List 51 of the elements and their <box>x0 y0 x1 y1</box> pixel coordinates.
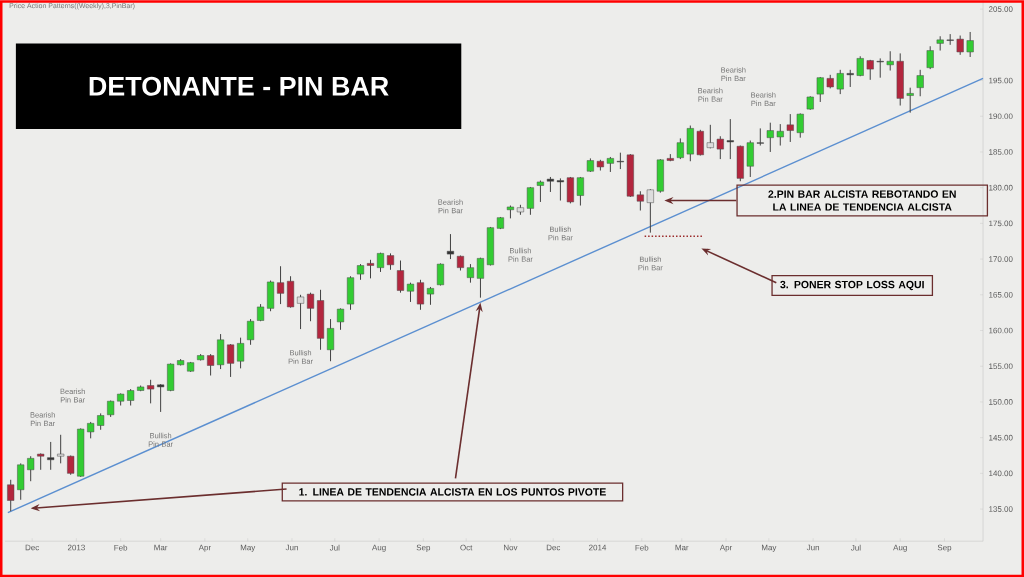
candlestick <box>67 454 75 476</box>
candlestick <box>466 263 474 284</box>
candlestick <box>646 188 654 234</box>
candlestick <box>906 87 914 114</box>
candlestick <box>336 307 345 331</box>
annotation: 3. PONER STOP LOSS AQUI <box>780 280 924 291</box>
text: DETONANTE - PIN BAR <box>89 76 389 96</box>
candlestick <box>157 383 165 413</box>
candlestick <box>796 112 804 139</box>
candlestick <box>916 69 924 97</box>
candlestick <box>756 127 764 146</box>
candlestick <box>326 318 335 362</box>
candlestick <box>716 135 724 160</box>
candlestick <box>47 441 55 471</box>
candlestick <box>7 479 15 512</box>
candlestick <box>307 292 315 322</box>
candlestick <box>57 434 65 464</box>
candlestick <box>726 118 734 160</box>
candlestick <box>446 233 455 260</box>
candlestick <box>247 318 255 346</box>
candlestick <box>207 353 215 376</box>
candlestick <box>237 337 245 369</box>
candlestick <box>147 379 155 404</box>
candlestick <box>766 122 774 153</box>
candlestick <box>436 262 445 286</box>
candlestick <box>396 259 405 294</box>
candlestick <box>526 186 534 216</box>
candlestick <box>636 190 644 211</box>
annotation: 2.PIN BAR ALCISTA REBOTANDO EN LA LINEA DE TENDENCIA ALCISTA <box>768 190 956 211</box>
candlestick <box>786 113 794 143</box>
candlestick <box>876 57 884 79</box>
candlestick <box>277 265 285 305</box>
candlestick <box>696 129 704 156</box>
candlestick <box>556 177 564 201</box>
candlestick <box>476 257 484 299</box>
candlestick <box>776 123 784 146</box>
candlestick <box>886 50 894 71</box>
candlestick <box>297 294 305 330</box>
candlestick <box>746 139 754 178</box>
candlestick <box>836 69 844 95</box>
candlestick <box>27 455 35 482</box>
candlestick <box>676 137 684 160</box>
annotation: 1. LINEA DE TENDENCIA ALCISTA EN LOS PUNTOS PIVOTE <box>299 488 606 496</box>
candlestick <box>926 45 934 70</box>
candlestick <box>416 279 425 311</box>
candlestick <box>966 31 974 58</box>
candlestick <box>227 343 235 378</box>
candlestick <box>576 176 584 206</box>
candlestick <box>366 259 375 279</box>
candlestick <box>956 34 964 56</box>
candlestick <box>816 76 824 103</box>
